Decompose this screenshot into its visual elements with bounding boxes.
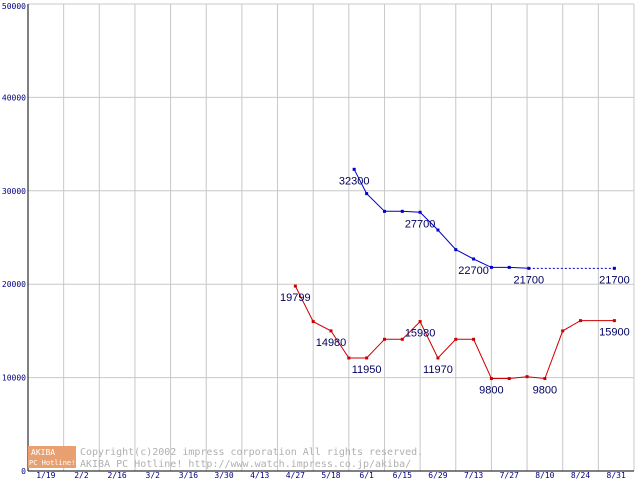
data-label: 27700 <box>405 218 436 230</box>
data-point <box>400 337 404 341</box>
series-line <box>294 285 615 380</box>
x-tick-label: 3/2 <box>146 471 161 480</box>
data-point <box>579 319 583 323</box>
data-label: 21700 <box>599 274 630 286</box>
data-point <box>365 192 369 196</box>
logo-text-line1: AKIBA <box>31 448 55 457</box>
data-point <box>329 329 333 333</box>
data-point <box>472 257 476 261</box>
data-point <box>293 284 297 288</box>
data-point <box>561 329 565 333</box>
y-tick-label: 30000 <box>2 187 26 196</box>
x-tick-label: 6/29 <box>428 471 447 480</box>
series-0: 21700 32300 27700 22700 21700 <box>339 167 630 286</box>
data-label: 9800 <box>533 385 557 397</box>
data-label: 32300 <box>339 175 370 187</box>
x-tick-label: 8/31 <box>607 471 626 480</box>
y-tick-label: 40000 <box>2 93 26 102</box>
data-label: 22700 <box>458 265 489 277</box>
y-tick-label: 10000 <box>2 374 26 383</box>
grid <box>27 3 635 472</box>
data-point <box>507 265 511 269</box>
x-tick-label: 5/18 <box>321 471 340 480</box>
axis-ticks: 0 10000 20000 30000 40000 50000 1/19 2/2 2/16 3/2… <box>2 2 626 480</box>
data-label: 11950 <box>352 364 382 376</box>
data-point <box>352 167 356 171</box>
watermark: AKIBA PC Hotline! Copyright(c)2002 impre… <box>28 446 423 470</box>
x-tick-label: 4/27 <box>286 471 305 480</box>
data-point <box>454 248 458 252</box>
x-tick-label: 2/16 <box>107 471 126 480</box>
data-point <box>418 320 422 324</box>
data-label: 21700 <box>514 274 545 286</box>
x-tick-label: 7/13 <box>464 471 483 480</box>
x-tick-label: 6/15 <box>393 471 412 480</box>
y-tick-label: 20000 <box>2 280 26 289</box>
data-point <box>436 356 440 360</box>
x-tick-label: 7/27 <box>500 471 519 480</box>
y-tick-label: 0 <box>21 467 26 476</box>
data-point <box>525 375 529 379</box>
logo-text-line2: PC Hotline! <box>29 459 75 467</box>
data-point <box>489 265 493 269</box>
copyright-text: Copyright(c)2002 impress corporation All… <box>80 447 423 458</box>
data-point <box>527 266 531 270</box>
x-tick-label: 6/1 <box>359 471 374 480</box>
data-label: 19799 <box>280 292 311 304</box>
data-label: 9800 <box>479 385 503 397</box>
data-point <box>507 377 511 381</box>
data-point <box>489 377 493 381</box>
data-label: 15900 <box>599 327 630 339</box>
data-label: 11970 <box>423 364 453 376</box>
data-point <box>472 337 476 341</box>
logo-box <box>28 446 76 468</box>
series-line <box>353 169 529 269</box>
data-point <box>311 320 315 324</box>
data-point <box>347 356 351 360</box>
data-label: 15980 <box>405 328 436 340</box>
x-tick-label: 4/13 <box>250 471 269 480</box>
data-point <box>382 209 386 213</box>
data-point <box>418 210 422 214</box>
data-point <box>400 209 404 213</box>
data-point <box>612 266 616 270</box>
data-point <box>543 377 547 381</box>
series-1: 19799 14980 11950 15980 11970 9800 9800 15900 <box>280 284 630 397</box>
data-point <box>382 337 386 341</box>
data-point <box>365 356 369 360</box>
x-tick-label: 3/16 <box>179 471 198 480</box>
data-point <box>454 337 458 341</box>
site-url-text: AKIBA PC Hotline! http://www.watch.impre… <box>80 459 411 470</box>
data-point <box>612 319 616 323</box>
y-tick-label: 50000 <box>2 2 26 11</box>
x-tick-label: 3/30 <box>214 471 233 480</box>
x-tick-label: 8/24 <box>571 471 590 480</box>
data-label: 14980 <box>316 337 347 349</box>
x-tick-label: 2/2 <box>74 471 89 480</box>
x-tick-label: 1/19 <box>36 471 55 480</box>
x-tick-label: 8/10 <box>535 471 554 480</box>
data-point <box>436 228 440 232</box>
series: 21700 32300 27700 22700 21700 19799 14980 11950… <box>280 167 630 397</box>
